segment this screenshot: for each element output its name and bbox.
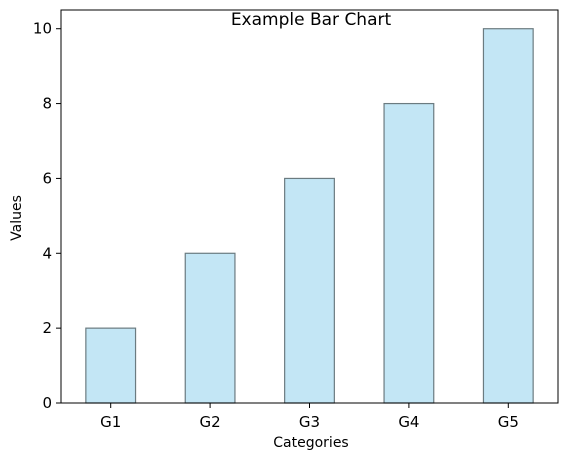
y-tick-label: 10: [33, 20, 52, 38]
y-tick-label: 0: [42, 394, 52, 412]
chart-title: Example Bar Chart: [231, 10, 392, 30]
bar-g4: [384, 104, 434, 403]
x-tick-label: G4: [398, 413, 419, 431]
y-ticks-group: 0 2 4 6 8 10: [33, 20, 61, 412]
x-tick-label: G1: [100, 413, 121, 431]
x-axis-label: Categories: [273, 435, 348, 451]
bar-g3: [285, 178, 335, 403]
bar-g5: [483, 29, 533, 403]
y-tick-label: 2: [42, 319, 52, 337]
bars-group: [86, 29, 533, 403]
x-ticks-group: G1 G2 G3 G4 G5: [100, 403, 519, 431]
y-tick-label: 4: [42, 244, 52, 262]
x-tick-label: G3: [299, 413, 320, 431]
x-tick-label: G2: [200, 413, 221, 431]
y-tick-label: 8: [42, 95, 52, 113]
y-axis-label: Values: [9, 195, 25, 241]
bar-g1: [86, 328, 136, 403]
y-tick-label: 6: [42, 169, 52, 187]
bar-g2: [185, 253, 235, 403]
x-tick-label: G5: [498, 413, 519, 431]
